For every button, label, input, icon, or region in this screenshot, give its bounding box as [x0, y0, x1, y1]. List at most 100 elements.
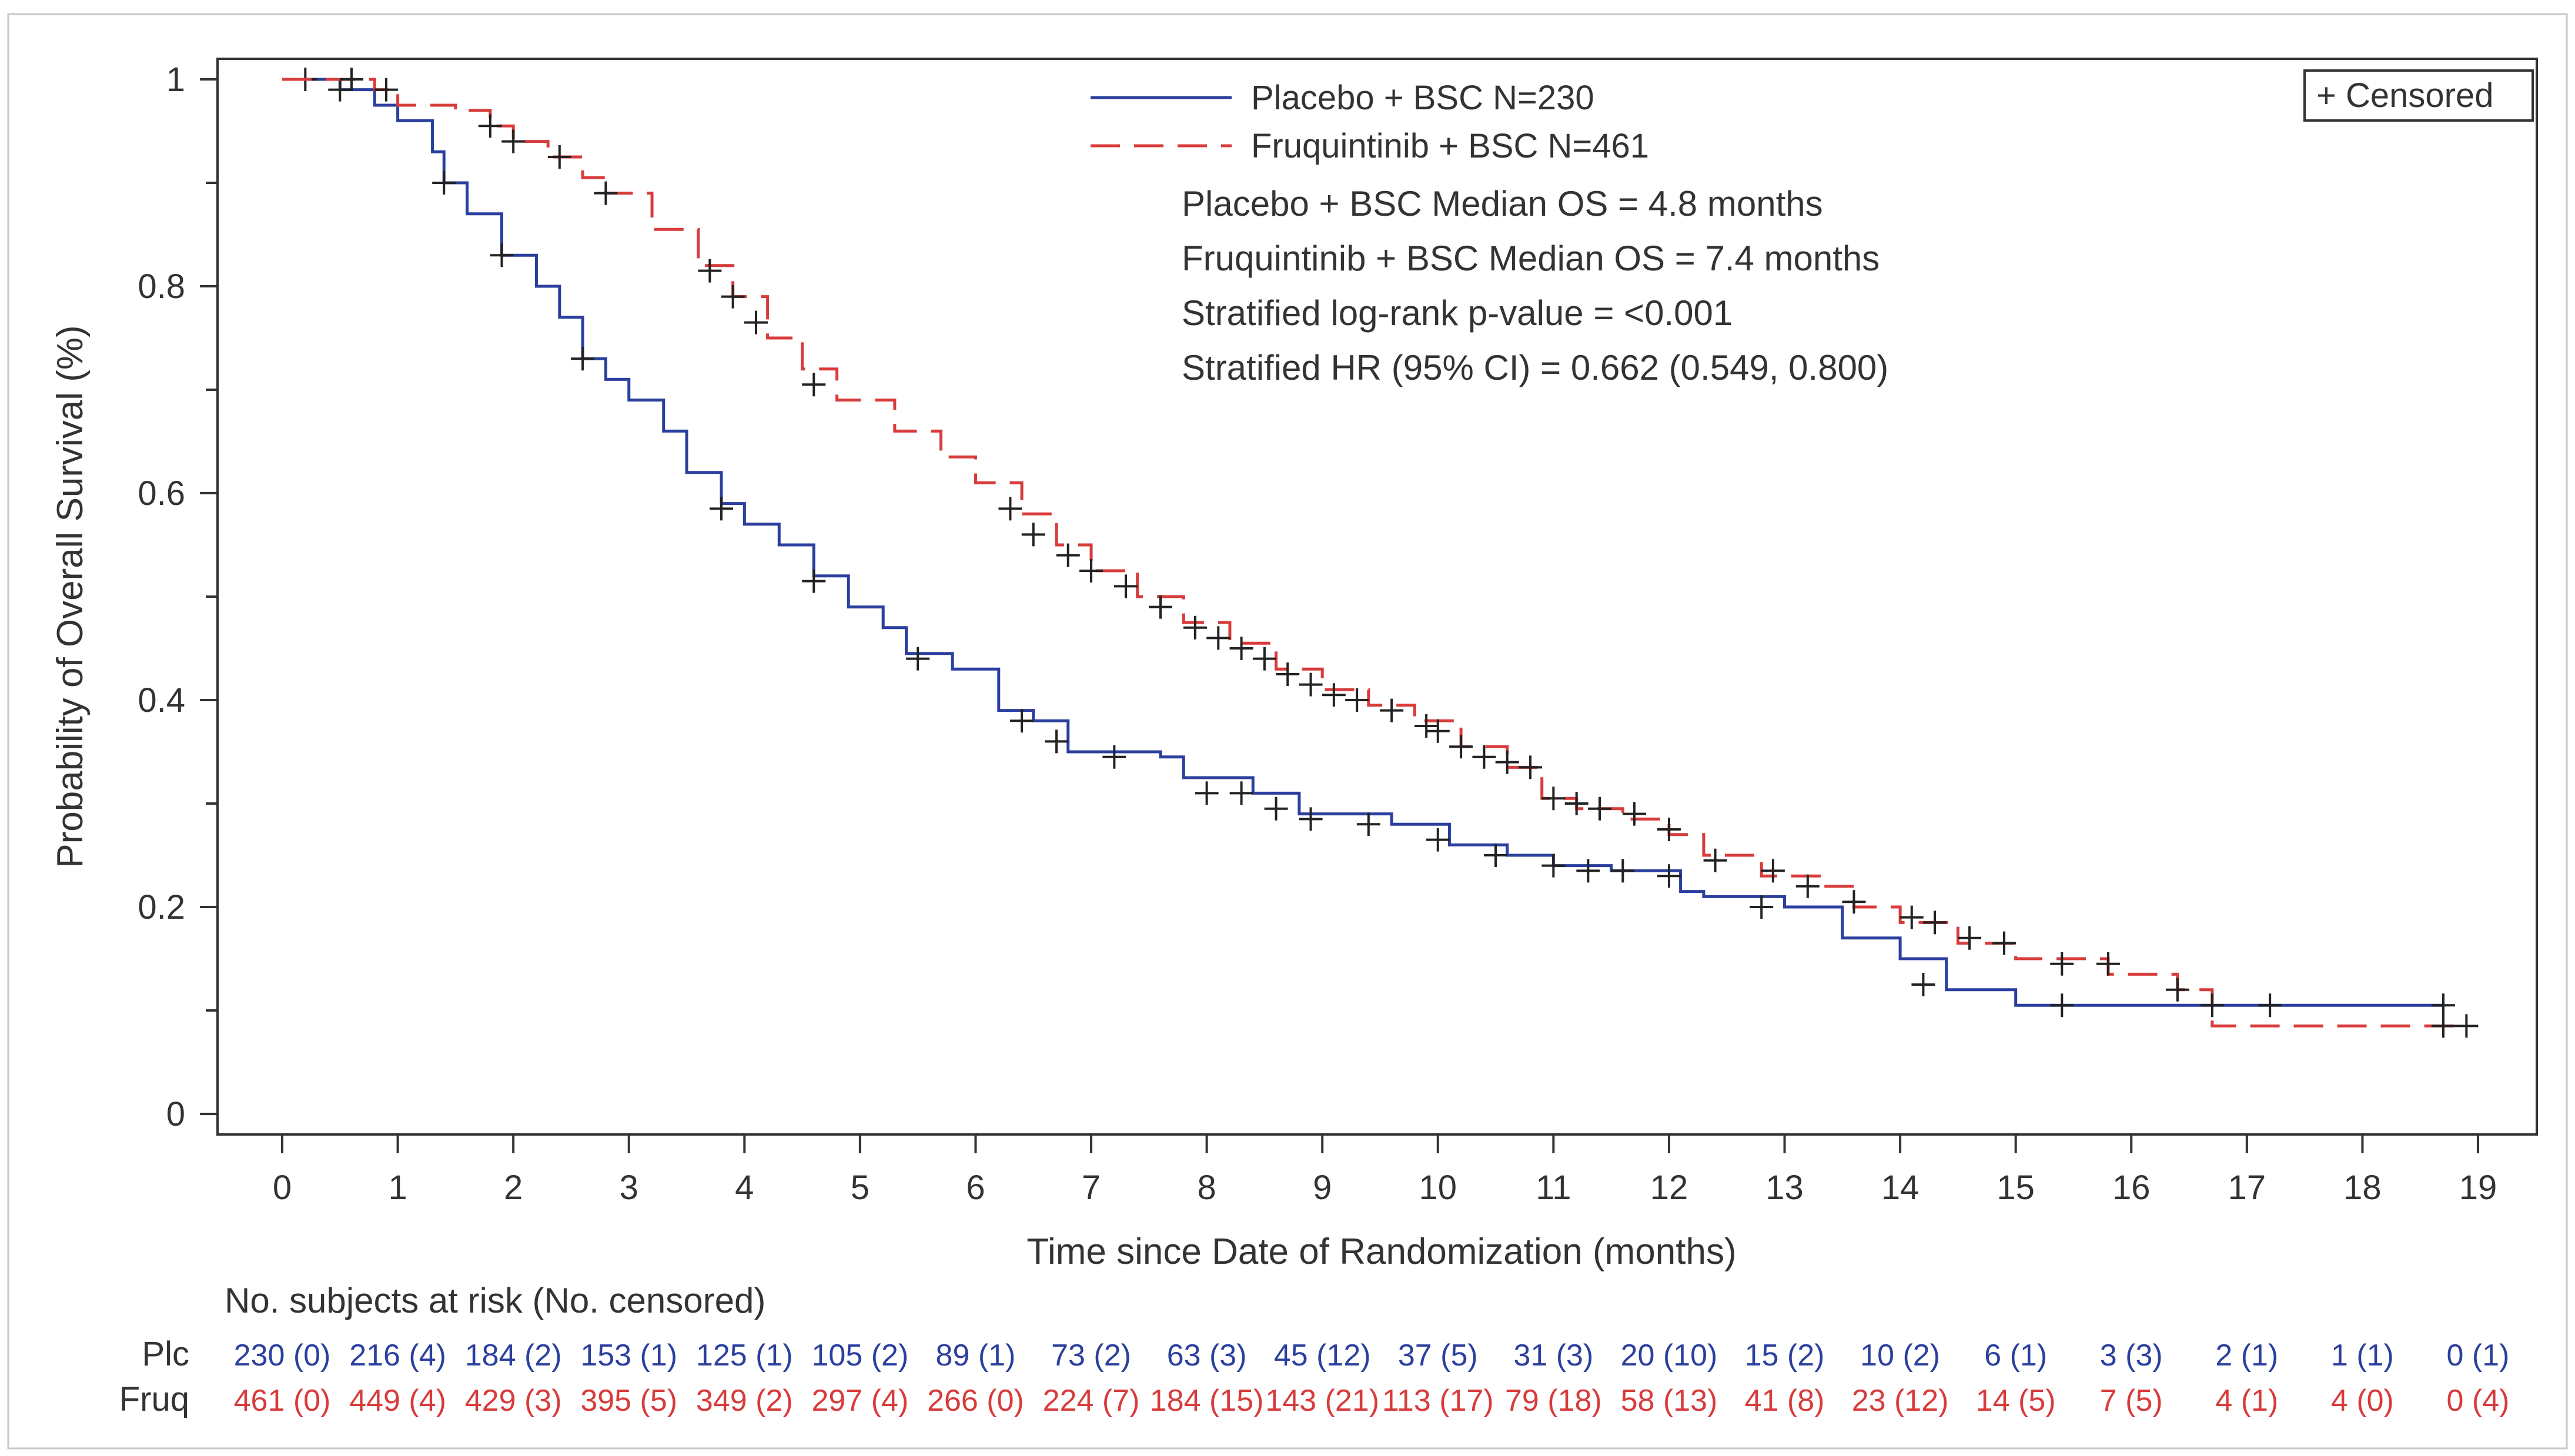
- x-tick-label-4: 4: [735, 1169, 754, 1207]
- legend-label-placebo: Placebo + BSC N=230: [1251, 79, 1594, 117]
- outer-border: [7, 13, 2568, 1450]
- risk-cell-fruq-16: 7 (5): [2100, 1384, 2163, 1418]
- censor-mark-1-18: [1229, 637, 1253, 660]
- censor-mark-0-19: [1576, 859, 1600, 883]
- censor-mark-1-43: [1992, 931, 2016, 955]
- legend-label-fruquintinib: Fruquintinib + BSC N=461: [1251, 127, 1649, 165]
- x-tick-label-16: 16: [2112, 1169, 2151, 1207]
- censor-mark-1-6: [698, 259, 722, 283]
- censor-mark-0-15: [1356, 812, 1380, 836]
- risk-cell-fruq-19: 0 (4): [2447, 1384, 2510, 1418]
- x-axis-label: Time since Date of Randomization (months…: [1026, 1231, 1736, 1272]
- risk-cell-plc-14: 10 (2): [1860, 1338, 1940, 1373]
- censored-legend: + Censored: [2303, 69, 2534, 122]
- risk-cell-plc-0: 230 (0): [234, 1338, 331, 1373]
- risk-cell-fruq-15: 14 (5): [1976, 1384, 2056, 1418]
- censor-mark-1-0: [339, 68, 363, 91]
- censor-mark-1-12: [1056, 543, 1080, 567]
- censor-mark-1-1: [374, 78, 398, 102]
- risk-cells: 230 (0) 216 (4) 184 (2) 153 (1) 125 (1) 105 (…: [234, 1338, 2510, 1418]
- x-tick-label-9: 9: [1313, 1169, 1332, 1207]
- risk-cell-plc-8: 63 (3): [1167, 1338, 1247, 1373]
- x-tick-label-10: 10: [1419, 1169, 1457, 1207]
- risk-cell-fruq-2: 429 (3): [465, 1384, 562, 1418]
- censor-mark-0-20: [1611, 859, 1635, 883]
- censor-mark-1-28: [1472, 745, 1496, 769]
- risk-cell-fruq-9: 143 (21): [1265, 1384, 1379, 1418]
- risk-cell-plc-13: 15 (2): [1745, 1338, 1825, 1373]
- risk-cell-fruq-14: 23 (12): [1852, 1384, 1949, 1418]
- risk-cell-fruq-11: 79 (18): [1505, 1384, 1602, 1418]
- risk-cell-plc-6: 89 (1): [936, 1338, 1016, 1373]
- risk-cell-fruq-7: 224 (7): [1043, 1384, 1140, 1418]
- censor-mark-1-16: [1183, 615, 1207, 640]
- censor-mark-1-32: [1564, 792, 1589, 815]
- x-tick-label-1: 1: [388, 1169, 407, 1207]
- risk-cell-fruq-1: 449 (4): [349, 1384, 446, 1418]
- censor-mark-0-3: [490, 243, 514, 267]
- censor-mark-1-34: [1622, 802, 1646, 826]
- censor-mark-1-13: [1079, 559, 1103, 583]
- censored-legend-box: [2303, 69, 2534, 122]
- censor-mark-0-2: [432, 171, 456, 195]
- censor-mark-1-11: [1021, 523, 1045, 547]
- censor-mark-1-4: [547, 145, 571, 169]
- series-line-1: [282, 78, 2467, 1027]
- risk-cell-fruq-0: 461 (0): [234, 1384, 331, 1418]
- censor-mark-1-14: [1114, 574, 1138, 598]
- risk-cell-plc-2: 184 (2): [465, 1338, 562, 1373]
- risk-row-label-plc: Plc: [142, 1335, 189, 1373]
- x-tick-label-15: 15: [1997, 1169, 2035, 1207]
- x-tick-label-12: 12: [1650, 1169, 1688, 1207]
- censor-mark-0-17: [1484, 844, 1508, 867]
- x-axis: 0 1 2 3 4 5 6 7 8 9 10 11 12 13 14 15 16 17 18 19: [273, 1134, 2497, 1207]
- censor-mark-1-23: [1345, 688, 1369, 712]
- x-tick-label-5: 5: [851, 1169, 870, 1207]
- y-tick-label-0: 0: [166, 1095, 185, 1133]
- censor-mark-1-33: [1588, 796, 1611, 821]
- y-tick-label-1: 0.2: [138, 888, 185, 926]
- annotations: Placebo + BSC Median OS = 4.8 months Fru…: [1182, 184, 1888, 387]
- censor-mark-1-41: [1923, 911, 1947, 935]
- risk-cell-fruq-10: 113 (17): [1382, 1384, 1494, 1418]
- censor-mark-1-42: [1958, 926, 1982, 950]
- censor-mark-1-20: [1276, 662, 1300, 686]
- risk-cell-fruq-13: 41 (8): [1745, 1384, 1825, 1418]
- risk-cell-plc-4: 125 (1): [696, 1338, 793, 1373]
- x-tick-label-14: 14: [1881, 1169, 1919, 1207]
- censor-mark-1-47: [2200, 993, 2224, 1017]
- legend: Placebo + BSC N=230 Fruquintinib + BSC N…: [1091, 79, 1649, 165]
- censor-mark-1-21: [1299, 672, 1323, 697]
- censor-mark-1-15: [1149, 595, 1172, 619]
- y-axis: 0 0.2 0.4 0.6 0.8 1: [138, 61, 218, 1133]
- x-tick-label-13: 13: [1765, 1169, 1804, 1207]
- x-tick-label-8: 8: [1197, 1169, 1216, 1207]
- censor-mark-1-10: [998, 497, 1022, 521]
- censor-mark-0-6: [802, 569, 826, 593]
- censor-mark-0-10: [1102, 745, 1126, 769]
- x-tick-label-0: 0: [273, 1169, 292, 1207]
- risk-cell-fruq-6: 266 (0): [927, 1384, 1024, 1418]
- censor-mark-0-13: [1264, 796, 1288, 821]
- censor-mark-1-49: [2432, 1014, 2456, 1038]
- censor-mark-1-40: [1900, 905, 1924, 929]
- series-layer: [282, 68, 2479, 1038]
- x-tick-label-3: 3: [620, 1169, 638, 1207]
- censor-mark-1-17: [1206, 626, 1230, 650]
- risk-cell-fruq-12: 58 (13): [1621, 1384, 1718, 1418]
- censor-mark-0-12: [1229, 781, 1253, 805]
- censor-mark-1-30: [1519, 755, 1543, 779]
- risk-cell-plc-11: 31 (3): [1513, 1338, 1593, 1373]
- risk-table-header: No. subjects at risk (No. censored): [225, 1281, 765, 1320]
- annotation-hazard-ratio: Stratified HR (95% CI) = 0.662 (0.549, 0…: [1182, 348, 1888, 387]
- censor-mark-1-29: [1495, 750, 1519, 774]
- risk-cell-fruq-18: 4 (0): [2331, 1384, 2394, 1418]
- censor-mark-0-22: [1750, 895, 1774, 919]
- censor-mark-0-24: [2050, 993, 2074, 1017]
- risk-cell-plc-12: 20 (10): [1621, 1338, 1718, 1373]
- censor-mark-0-1: [328, 78, 352, 102]
- risk-cell-fruq-3: 395 (5): [580, 1384, 677, 1418]
- x-tick-label-2: 2: [504, 1169, 523, 1207]
- y-tick-label-3: 0.6: [138, 474, 185, 513]
